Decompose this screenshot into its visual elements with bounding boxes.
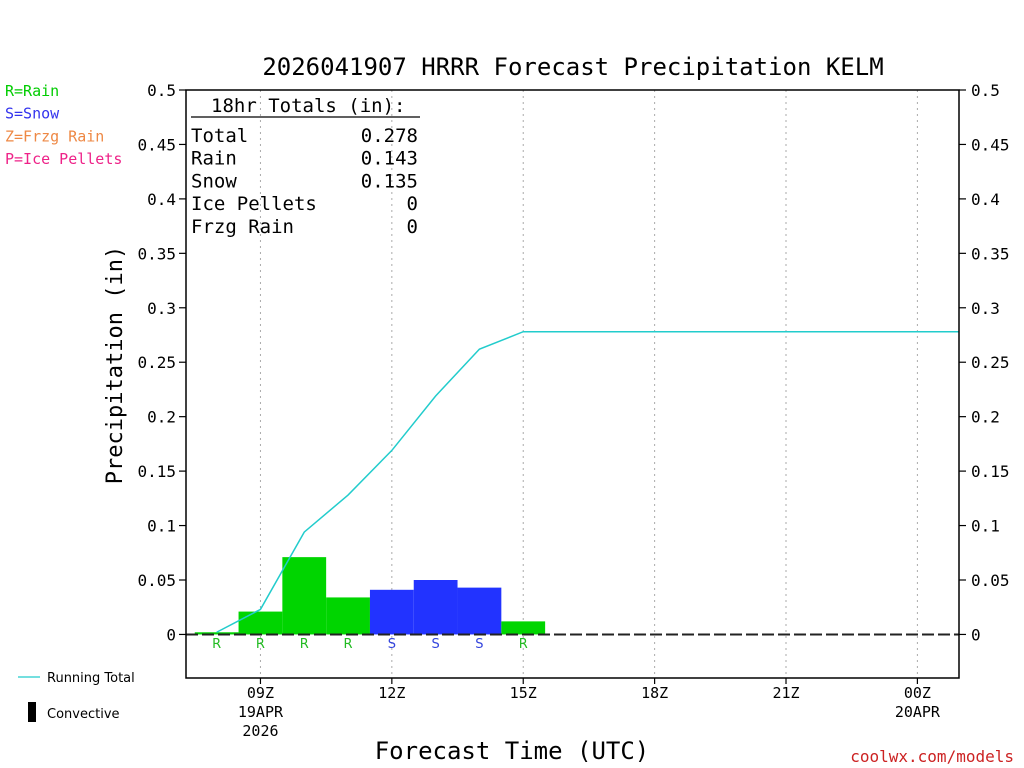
xtick-label-18z: 18Z: [641, 684, 668, 702]
xtick-label-12z: 12Z: [378, 684, 405, 702]
vertical-gridlines: [259, 90, 918, 678]
ytick-label-left-0.35: 0.35: [137, 244, 176, 263]
totals-label-rain: Rain: [191, 148, 237, 170]
totals-value-total: 0.278: [361, 125, 418, 147]
y-axis-ticks: 0 00.05 0.050.1 0.10.15 0.150.2 0.20.25 0.250.…: [137, 81, 1009, 644]
type-label-hour-11: R: [344, 637, 353, 652]
ytick-label-right-0.25: 0.25: [971, 353, 1010, 372]
ytick-label-right-0.1: 0.1: [971, 517, 1000, 536]
xtick-label-21z: 21Z: [772, 684, 799, 702]
type-legend-p: P=Ice Pellets: [5, 150, 122, 168]
y-axis-label: Precipitation (in): [103, 246, 128, 484]
type-label-hour-9: R: [256, 637, 265, 652]
bar-series: [194, 557, 546, 635]
x-axis-label: Forecast Time (UTC): [375, 737, 650, 765]
totals-value-ice-pellets: 0: [407, 193, 418, 215]
totals-label-snow: Snow: [191, 170, 237, 192]
type-label-hour-12: S: [388, 637, 396, 652]
totals-box: 18hr Totals (in): Total 0.278 Rain 0.143 Sno…: [191, 95, 420, 238]
bar-hour-11: [326, 597, 370, 635]
xtick-label-09z: 09Z: [247, 684, 274, 702]
precip-type-legend: R=Rain S=Snow Z=Frzg Rain P=Ice Pellets: [5, 82, 122, 168]
ytick-label-right-0: 0: [971, 625, 981, 644]
ytick-label-left-0.05: 0.05: [137, 571, 176, 590]
xtick-label-00z: 00Z: [904, 684, 931, 702]
bar-hour-10: [282, 557, 327, 635]
series-legend: Running Total Convective: [18, 671, 135, 722]
type-legend-r: R=Rain: [5, 82, 59, 100]
ytick-label-left-0.45: 0.45: [137, 135, 176, 154]
totals-value-snow: 0.135: [361, 170, 418, 192]
convective-legend-swatch: [28, 702, 36, 722]
totals-value-frzg-rain: 0: [407, 216, 418, 238]
type-label-hour-14: S: [475, 637, 483, 652]
ytick-label-right-0.05: 0.05: [971, 571, 1010, 590]
bar-hour-15: [501, 621, 546, 635]
totals-value-rain: 0.143: [361, 148, 418, 170]
type-label-hour-10: R: [300, 637, 309, 652]
ytick-label-right-0.3: 0.3: [971, 299, 1000, 318]
type-label-hour-15: R: [519, 637, 528, 652]
bar-hour-8: [194, 632, 239, 635]
plot-frame: [185, 89, 960, 679]
running-total-legend-label: Running Total: [47, 671, 135, 686]
totals-label-frzg-rain: Frzg Rain: [191, 216, 294, 238]
totals-heading: 18hr Totals (in):: [211, 95, 405, 117]
totals-label-ice-pellets: Ice Pellets: [191, 193, 317, 215]
ytick-label-right-0.45: 0.45: [971, 135, 1010, 154]
ytick-label-left-0.3: 0.3: [147, 299, 176, 318]
ytick-label-left-0.5: 0.5: [147, 81, 176, 100]
bar-hour-14: [457, 587, 502, 635]
ytick-label-left-0.1: 0.1: [147, 517, 176, 536]
ytick-label-right-0.2: 0.2: [971, 408, 1000, 427]
running-total-line: [216, 330, 959, 633]
totals-label-total: Total: [191, 125, 248, 147]
type-label-hour-13: S: [432, 637, 440, 652]
chart-title: 2026041907 HRRR Forecast Precipitation K…: [262, 53, 883, 81]
xtick-label-15z: 15Z: [510, 684, 537, 702]
credit-text: coolwx.com/models: [850, 747, 1014, 766]
type-legend-z: Z=Frzg Rain: [5, 127, 104, 145]
xtick-label-20apr: 20APR: [895, 703, 941, 721]
ytick-label-right-0.5: 0.5: [971, 81, 1000, 100]
xtick-label-19apr: 19APR: [238, 703, 284, 721]
convective-legend-label: Convective: [47, 707, 120, 722]
type-legend-s: S=Snow: [5, 105, 60, 123]
running-total-series: [216, 330, 959, 633]
bar-hour-9: [238, 611, 283, 635]
ytick-label-left-0.2: 0.2: [147, 408, 176, 427]
ytick-label-left-0.4: 0.4: [147, 190, 176, 209]
ytick-label-right-0.15: 0.15: [971, 462, 1010, 481]
xtick-label-2026: 2026: [242, 722, 278, 740]
ytick-label-left-0.15: 0.15: [137, 462, 176, 481]
bar-hour-13: [413, 580, 458, 635]
ytick-label-left-0: 0: [166, 625, 176, 644]
bar-hour-12: [369, 589, 414, 635]
type-label-hour-8: R: [212, 637, 221, 652]
ytick-label-left-0.25: 0.25: [137, 353, 176, 372]
ytick-label-right-0.35: 0.35: [971, 244, 1010, 263]
ytick-label-right-0.4: 0.4: [971, 190, 1000, 209]
